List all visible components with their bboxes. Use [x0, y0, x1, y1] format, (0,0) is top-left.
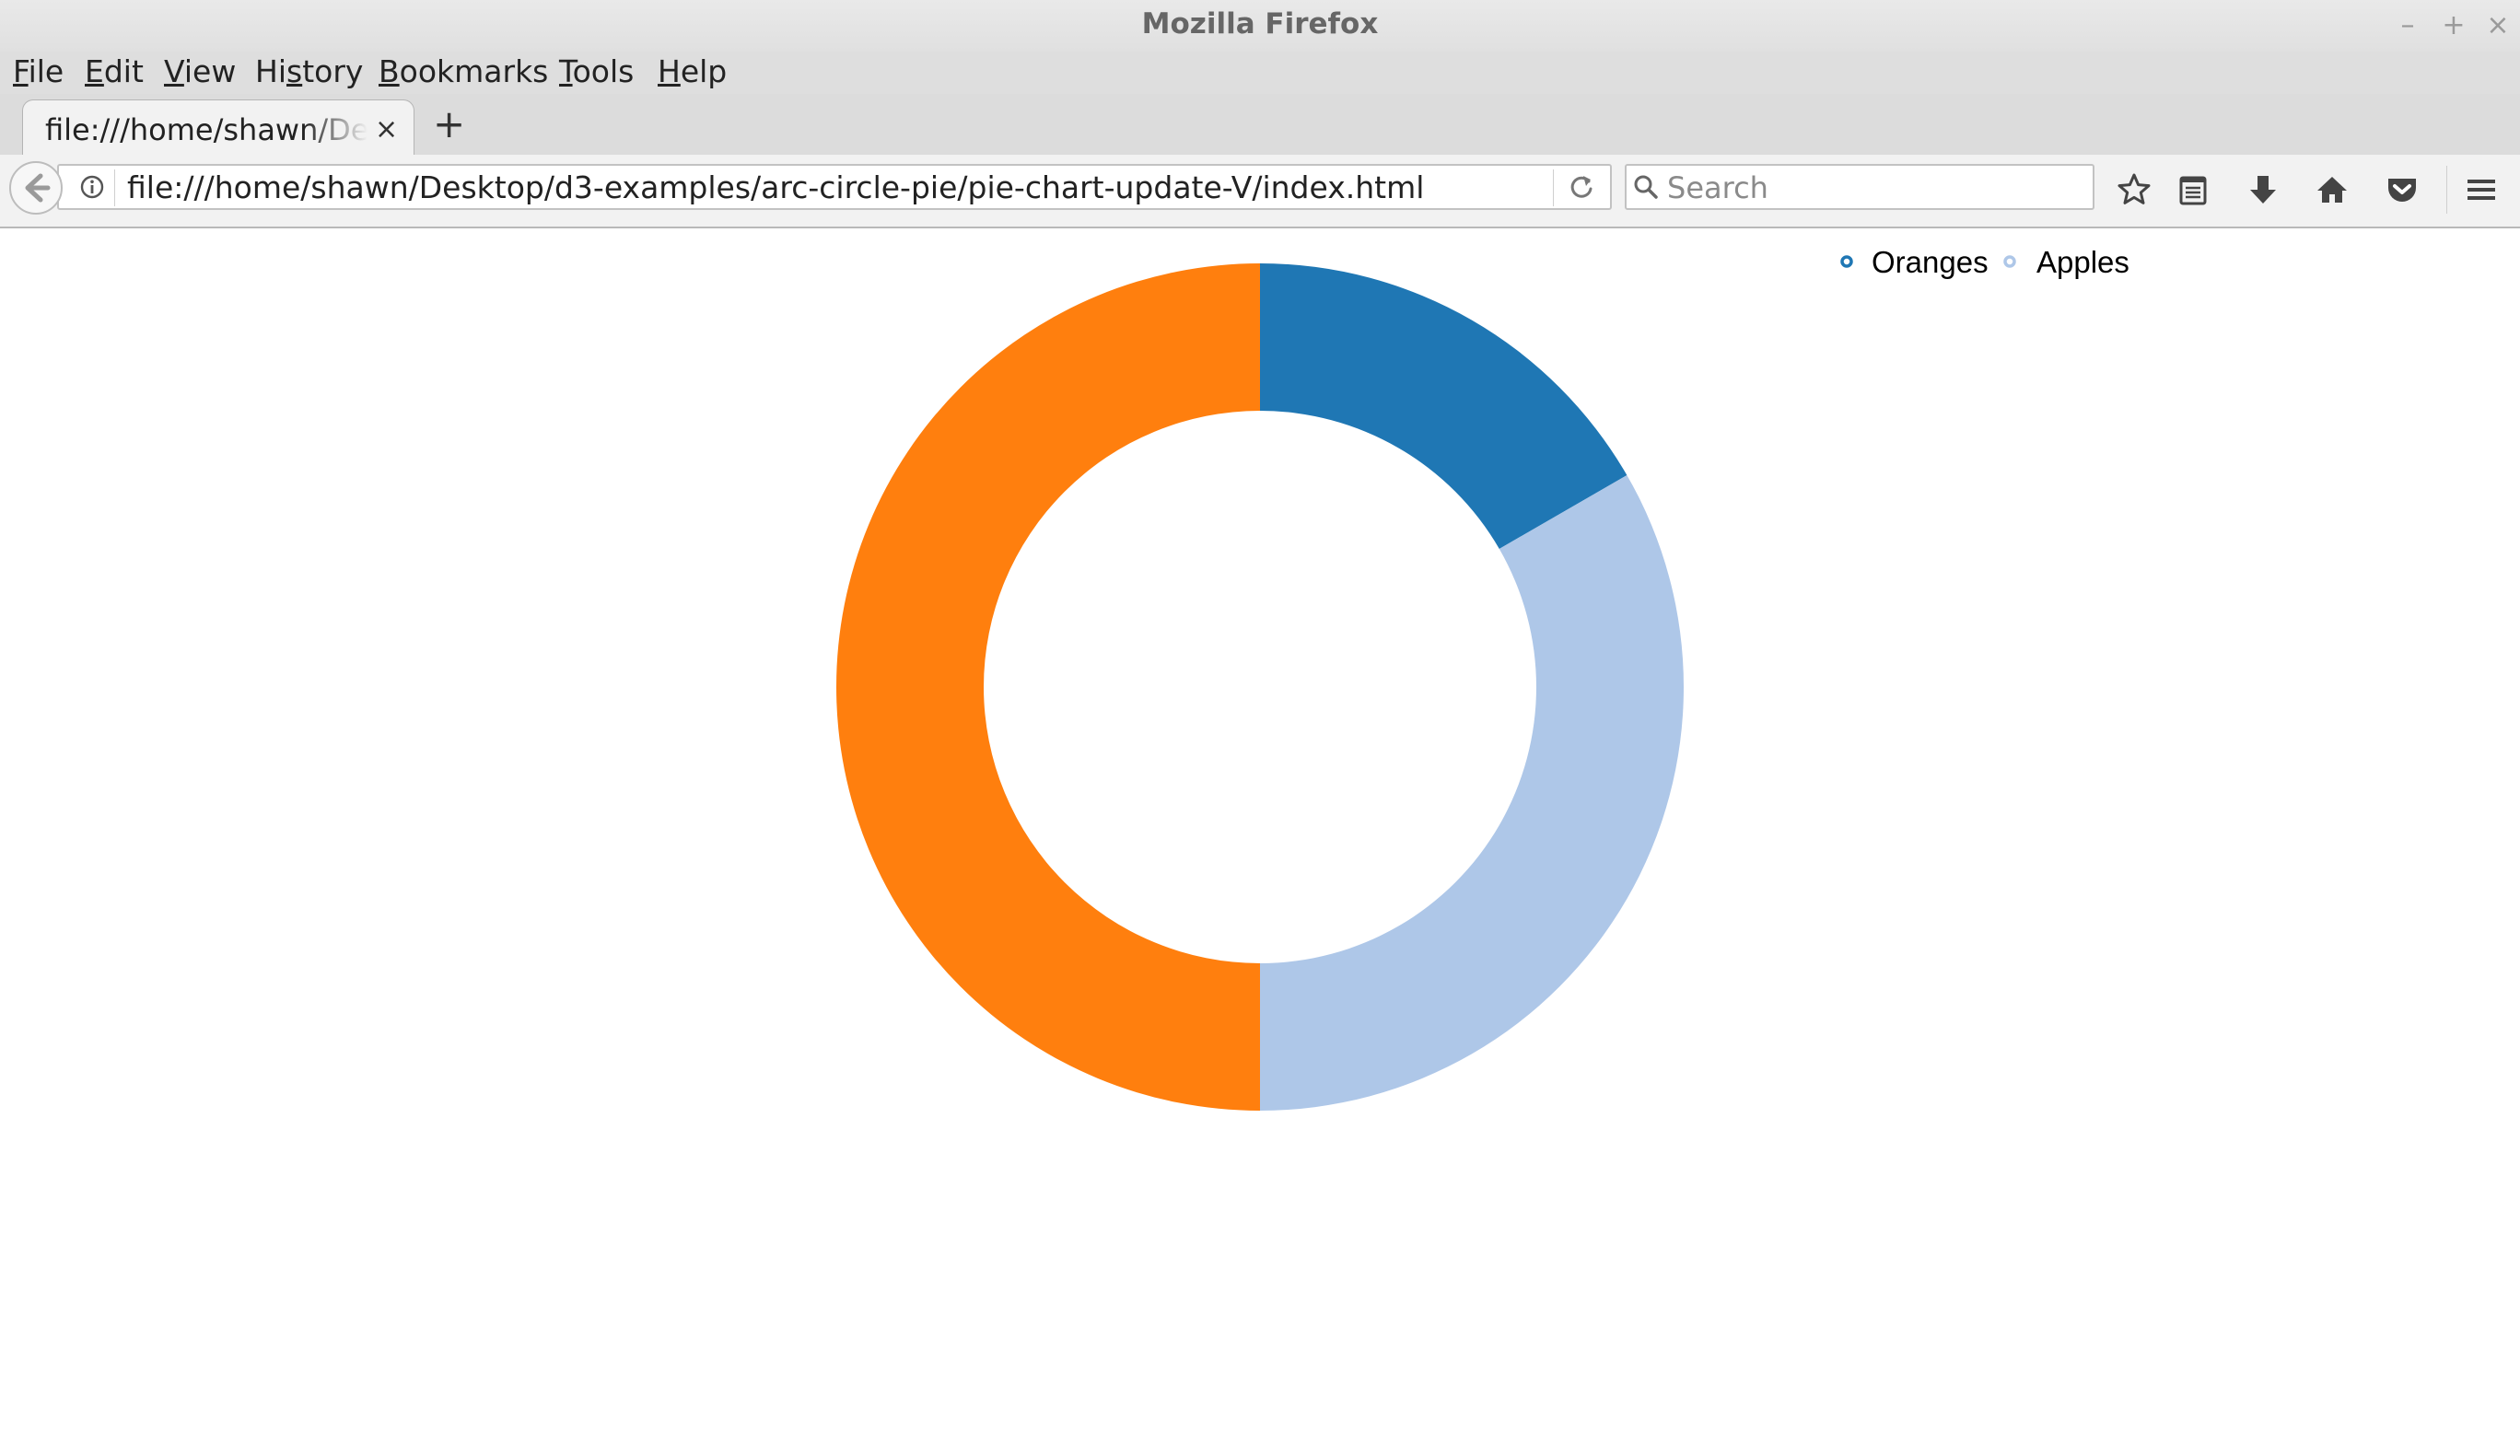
tab-strip: file:///home/shawn/Desktop/d3-examples/a… [0, 94, 2520, 157]
legend-marker-oranges [1840, 255, 1853, 268]
menu-icon[interactable] [2463, 171, 2500, 208]
pie-chart: Oranges Apples [836, 245, 2129, 1111]
menu-file[interactable]: File [13, 53, 64, 89]
donut-slices [836, 263, 1684, 1111]
menu-bar: File Edit View History Bookmarks Tools H… [0, 52, 2520, 94]
info-icon[interactable] [79, 174, 105, 200]
window-title: Mozilla Firefox [1141, 7, 1379, 41]
legend-marker-apples [2003, 255, 2016, 268]
url-text[interactable]: file:///home/shawn/Desktop/d3-examples/a… [127, 169, 1425, 205]
url-bar[interactable] [57, 164, 1612, 210]
legend-label-oranges: Oranges [1872, 245, 1989, 279]
menu-view[interactable]: View [164, 53, 237, 89]
menu-edit[interactable]: Edit [85, 53, 144, 89]
window-titlebar: Mozilla Firefox – + × [0, 0, 2520, 52]
downloads-icon[interactable] [2245, 171, 2281, 208]
home-icon[interactable] [2314, 171, 2351, 208]
tab-title: file:///home/shawn/Desktop/d3-examples/a… [45, 112, 368, 147]
pocket-icon[interactable] [2384, 171, 2421, 208]
search-input[interactable] [1667, 168, 2082, 208]
reload-icon[interactable] [1566, 171, 1597, 203]
legend-label-apples: Apples [2036, 245, 2129, 279]
close-window-button[interactable]: × [2486, 9, 2510, 41]
toolbar-separator [2446, 166, 2447, 214]
back-button[interactable] [9, 161, 63, 215]
minimize-button[interactable]: – [2400, 9, 2415, 41]
url-divider [1553, 169, 1554, 206]
reading-list-icon[interactable] [2175, 171, 2211, 208]
bookmark-star-icon[interactable] [2116, 171, 2152, 208]
menu-help[interactable]: Help [658, 53, 728, 89]
menu-tools[interactable]: Tools [559, 53, 635, 89]
tab-active[interactable]: file:///home/shawn/Desktop/d3-examples/a… [22, 99, 414, 157]
search-icon [1634, 175, 1658, 199]
navigation-toolbar: file:///home/shawn/Desktop/d3-examples/a… [0, 155, 2520, 228]
maximize-button[interactable]: + [2442, 9, 2466, 41]
page-content: Oranges Apples [0, 228, 2520, 1456]
menu-history[interactable]: History [255, 53, 364, 89]
pie-slice-2 [836, 263, 1260, 1111]
tab-close-icon[interactable]: × [375, 113, 399, 146]
new-tab-button[interactable]: + [433, 101, 466, 146]
url-divider [114, 169, 115, 206]
menu-bookmarks[interactable]: Bookmarks [379, 53, 549, 89]
back-icon [25, 173, 51, 203]
pie-slice-1 [1260, 475, 1684, 1111]
pie-slice-0 [1260, 263, 1628, 549]
chart-legend: Oranges Apples [1840, 245, 2129, 279]
